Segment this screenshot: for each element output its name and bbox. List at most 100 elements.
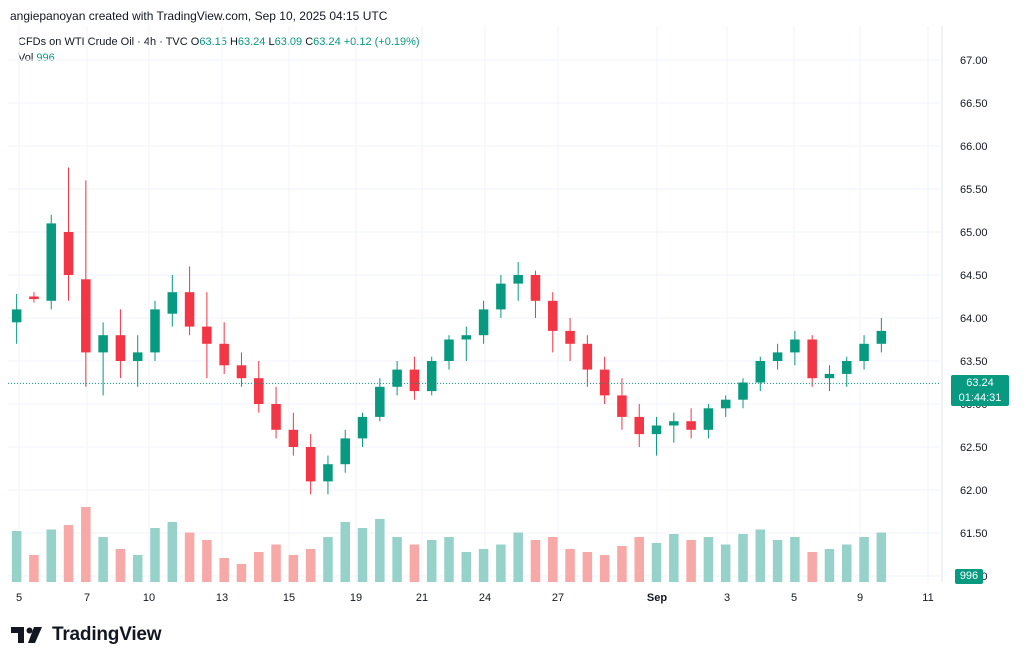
open-value: 63.15 [199, 36, 227, 48]
y-tick-label: 62.50 [960, 442, 988, 454]
volume-tag-value: 996 [959, 570, 979, 582]
tradingview-logo[interactable]: TradingView [10, 624, 162, 646]
candle-body [184, 292, 195, 327]
open-label: O [190, 36, 200, 48]
volume-bar [357, 528, 368, 582]
candle-body [323, 464, 333, 482]
legend: CFDs on WTI Crude Oil · 4h · TVC O63.15 … [18, 34, 420, 66]
tradingview-logo-icon [11, 627, 42, 643]
candle-body [288, 429, 299, 447]
volume-bar [29, 555, 39, 582]
volume-bar [478, 549, 489, 582]
volume-bar [132, 555, 143, 582]
low-value: 63.09 [274, 36, 303, 48]
volume-bar [63, 525, 74, 582]
candle-body [150, 309, 160, 353]
candle-body [219, 343, 229, 366]
volume-bar [530, 540, 541, 582]
candle-body [340, 438, 350, 465]
candle-body [530, 275, 541, 301]
volume-bar [167, 522, 178, 582]
candle-body [461, 335, 472, 340]
volume-bar [824, 549, 835, 582]
x-tick-label: 7 [84, 592, 90, 604]
y-tick-label: 65.00 [960, 227, 988, 239]
volume-bar [755, 529, 766, 582]
volume-bar [772, 540, 783, 582]
candle-body [254, 378, 264, 404]
high-label: H [229, 36, 238, 48]
candle-body [478, 309, 489, 336]
candle-body [790, 339, 800, 353]
volume-bar [703, 537, 714, 582]
volume-bar [651, 543, 662, 582]
candle-body [29, 296, 39, 300]
volume-bar [842, 544, 852, 582]
volume-tag: 996 [955, 569, 983, 584]
change-value: +0.12 (+0.19%) [343, 36, 420, 48]
candle-body [81, 279, 91, 353]
x-tick-label: 19 [350, 592, 362, 604]
volume-bar [444, 537, 454, 582]
close-label: C [305, 36, 314, 48]
volume-bar [375, 519, 385, 582]
volume-value: 996 [36, 52, 55, 64]
volume-bar [634, 537, 644, 582]
volume-bar [254, 552, 264, 582]
candle-body [357, 416, 368, 439]
volume-bar [219, 558, 229, 582]
volume-bar [720, 544, 731, 582]
volume-bar [392, 537, 402, 582]
y-tick-label: 64.00 [960, 313, 988, 325]
candle-body [599, 369, 610, 396]
candle-body [496, 283, 506, 310]
volume-bar [202, 540, 212, 582]
candle-body [548, 300, 558, 331]
volume-bar [409, 544, 420, 582]
candle-body [824, 373, 835, 379]
candle-body [703, 408, 714, 430]
volume-bar [271, 544, 281, 582]
candle-body [63, 232, 74, 275]
candle-body [651, 425, 662, 435]
last-price-value: 63.24 [966, 377, 994, 389]
x-tick-label: 21 [416, 592, 428, 604]
volume-bar [305, 549, 316, 582]
volume-bar [11, 531, 22, 582]
volume-bar [686, 540, 696, 582]
volume-bar [790, 537, 800, 582]
volume-bar [513, 532, 523, 582]
low-label: L [268, 36, 275, 48]
x-tick-label: 11 [922, 592, 933, 604]
candle-body [444, 339, 454, 361]
candle-body [236, 365, 247, 379]
volume-bar [184, 532, 195, 582]
candle-body [392, 369, 402, 387]
x-tick-label: 5 [16, 592, 22, 604]
x-tick-label: 13 [216, 592, 228, 604]
x-tick-label: 5 [791, 592, 797, 604]
candle-body [46, 223, 56, 301]
candle-body [132, 352, 143, 361]
volume-bar [426, 540, 437, 582]
y-tick-label: 62.00 [960, 485, 988, 497]
candle-body [167, 292, 178, 314]
y-tick-label: 67.00 [960, 55, 988, 67]
y-tick-label: 61.50 [960, 528, 988, 540]
volume-bar [582, 552, 593, 582]
volume-bar [565, 549, 575, 582]
candle-body [634, 416, 644, 435]
volume-label[interactable]: Vol [18, 52, 34, 64]
bar-countdown: 01:44:31 [958, 392, 1002, 404]
high-value: 63.24 [237, 36, 266, 48]
x-tick-label: 27 [552, 592, 564, 604]
volume-bar [738, 534, 748, 582]
price-chart[interactable]: 67.00 66.50 66.00 65.50 65.00 64.50 64.00 63.50… [0, 0, 1024, 610]
tradingview-brand: TradingView [52, 624, 162, 645]
volume-bar [340, 522, 350, 582]
legend-volume-row: Vol 996 [18, 50, 420, 66]
symbol-label[interactable]: CFDs on WTI Crude Oil · 4h · TVC [18, 36, 188, 48]
y-tick-label: 63.50 [960, 356, 988, 368]
volume-bar [115, 549, 126, 582]
volume-bar [617, 546, 627, 582]
